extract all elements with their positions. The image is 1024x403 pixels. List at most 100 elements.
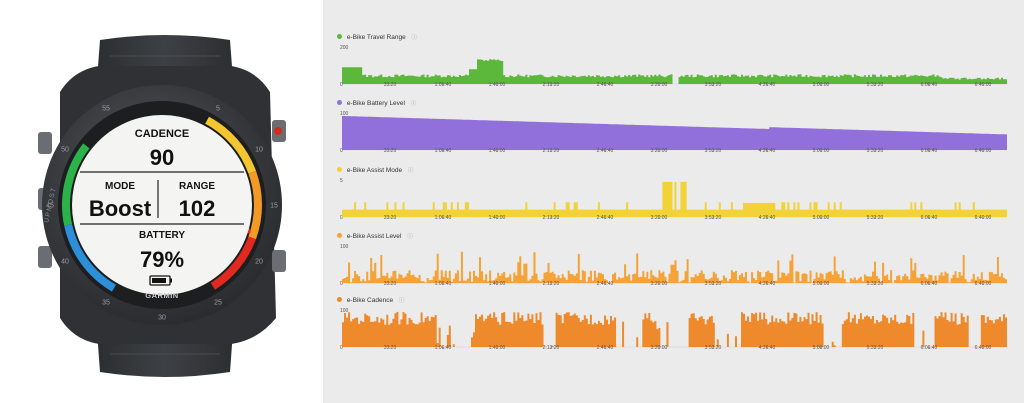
x-tick-label: 2:13:20 [543,215,560,221]
x-tick-label: 1:06:40 [435,345,452,351]
mode-label: MODE [105,181,135,192]
gauge-segment [248,170,262,240]
assist-mode-plot: 5 0 33:20 1:06:40 1:40:00 2:13:20 2:46:40 3:20:… [340,178,1007,221]
series-area [342,311,1007,347]
info-icon[interactable]: ⓘ [407,234,413,240]
series-color-dot [337,100,342,105]
y-max-label: 100 [340,111,349,117]
down-button[interactable] [38,246,52,268]
x-tick-label: 2:46:40 [597,281,614,287]
x-tick-label: 33:20 [384,281,397,287]
chart-assist-mode: e-Bike Assist Mode ⓘ 5 0 33:20 1:06:40 1:40:… [323,166,1024,226]
brand-label: GARMIN [145,291,178,300]
travel-range-plot: 200 0 33:20 1:06:40 1:40:00 2:13:20 2:46:40 3:2… [340,45,1007,88]
y-min-label: 0 [340,148,343,154]
x-tick-label: 1:06:40 [435,281,452,287]
info-icon[interactable]: ⓘ [398,298,405,304]
x-tick-label: 5:00:00 [813,281,830,287]
light-button[interactable] [38,132,52,154]
x-tick-label: 1:06:40 [435,82,452,88]
gauge-segment [210,236,256,290]
x-tick-label: 2:13:20 [543,148,560,154]
x-tick-label: 3:20:00 [651,215,668,221]
bezel-number: 10 [255,147,263,154]
cadence-value: 90 [150,145,174,170]
y-min-label: 0 [340,281,343,287]
y-min-label: 0 [340,215,343,221]
x-tick-label: 33:20 [384,215,397,221]
info-icon[interactable]: ⓘ [410,101,417,107]
x-tick-label: 5:00:00 [813,148,830,154]
x-tick-label: 33:20 [384,148,397,154]
bezel-number: 50 [61,147,69,154]
watch-face [72,115,252,295]
x-tick-label: 2:46:40 [597,215,614,221]
x-tick-label: 6:40:00 [975,215,992,221]
x-tick-label: 1:40:00 [489,148,506,154]
gauge-segment [64,224,117,292]
chart-cadence: e-Bike Cadence ⓘ 100 0 33:20 1:06:40 1:40:00… [323,296,1024,356]
chart-assist-level: e-Bike Assist Level ⓘ 100 0 33:20 1:06:40 1:… [323,232,1024,292]
x-tick-label: 5:33:20 [867,82,884,88]
x-tick-label: 3:53:20 [705,82,722,88]
x-tick-label: 6:06:40 [921,215,938,221]
bezel-number: 15 [270,203,278,210]
x-tick-label: 33:20 [384,82,397,88]
series-area [342,116,1007,150]
y-min-label: 0 [340,82,343,88]
info-icon[interactable]: ⓘ [407,168,414,174]
y-min-label: 0 [340,345,343,351]
x-tick-label: 1:40:00 [489,345,506,351]
x-tick-label: 2:13:20 [543,345,560,351]
back-button[interactable] [272,250,286,272]
x-tick-label: 3:20:00 [651,345,668,351]
chart-battery-level: e-Bike Battery Level ⓘ 100 0 33:20 1:06:40 1… [323,99,1024,159]
bezel-number: 45 [46,203,54,210]
info-icon[interactable]: ⓘ [411,35,418,41]
x-tick-label: 5:00:00 [813,82,830,88]
series-color-dot [337,297,342,302]
bezel-number: 30 [158,315,166,322]
x-tick-label: 3:53:20 [705,215,722,221]
chart-travel-range: e-Bike Travel Range ⓘ 200 0 33:20 1:06:40 1:… [323,33,1024,93]
chart-title: e-Bike Assist Level [346,233,402,240]
x-tick-label: 6:06:40 [921,345,938,351]
range-label: RANGE [179,181,215,192]
bezel-number: 25 [214,299,222,306]
chart-title: e-Bike Battery Level [346,100,405,107]
chart-title: e-Bike Assist Mode [346,167,403,174]
x-tick-label: 3:20:00 [651,82,668,88]
x-tick-label: 4:26:40 [759,345,776,351]
x-tick-label: 4:26:40 [759,148,776,154]
x-tick-label: 1:06:40 [435,148,452,154]
x-tick-label: 6:40:00 [975,148,992,154]
y-max-label: 5 [340,178,343,184]
range-value: 102 [179,196,216,221]
bezel-number: 35 [102,299,110,306]
x-tick-label: 2:46:40 [597,82,614,88]
x-tick-label: 4:26:40 [759,82,776,88]
x-tick-label: 2:46:40 [597,148,614,154]
bezel-number: 55 [102,106,110,113]
x-tick-label: 1:40:00 [489,82,506,88]
x-tick-label: 5:00:00 [813,215,830,221]
garmin-watch: 5 10 15 20 25 30 35 40 45 50 55 CADENCE 90 MODE Bo… [38,35,286,377]
x-tick-label: 5:33:20 [867,215,884,221]
y-max-label: 100 [340,244,349,250]
chart-title: e-Bike Cadence [346,297,394,304]
battery-value: 79% [140,247,184,272]
x-tick-label: 5:33:20 [867,148,884,154]
y-max-label: 200 [340,45,349,51]
x-tick-label: 5:33:20 [867,281,884,287]
cadence-label: CADENCE [135,128,189,140]
x-tick-label: 6:06:40 [921,82,938,88]
charts-panel: e-Bike Travel Range ⓘ 200 0 33:20 1:06:40 1:… [323,0,1024,403]
mode-value: Boost [89,196,152,221]
series-area [342,181,1007,217]
x-tick-label: 6:06:40 [921,148,938,154]
bezel-number: 20 [255,259,263,266]
x-tick-label: 6:40:00 [975,281,992,287]
x-tick-label: 5:00:00 [813,345,830,351]
x-tick-label: 4:26:40 [759,281,776,287]
bezel-numbers: 5 10 15 20 25 30 35 40 45 50 55 [46,106,278,322]
